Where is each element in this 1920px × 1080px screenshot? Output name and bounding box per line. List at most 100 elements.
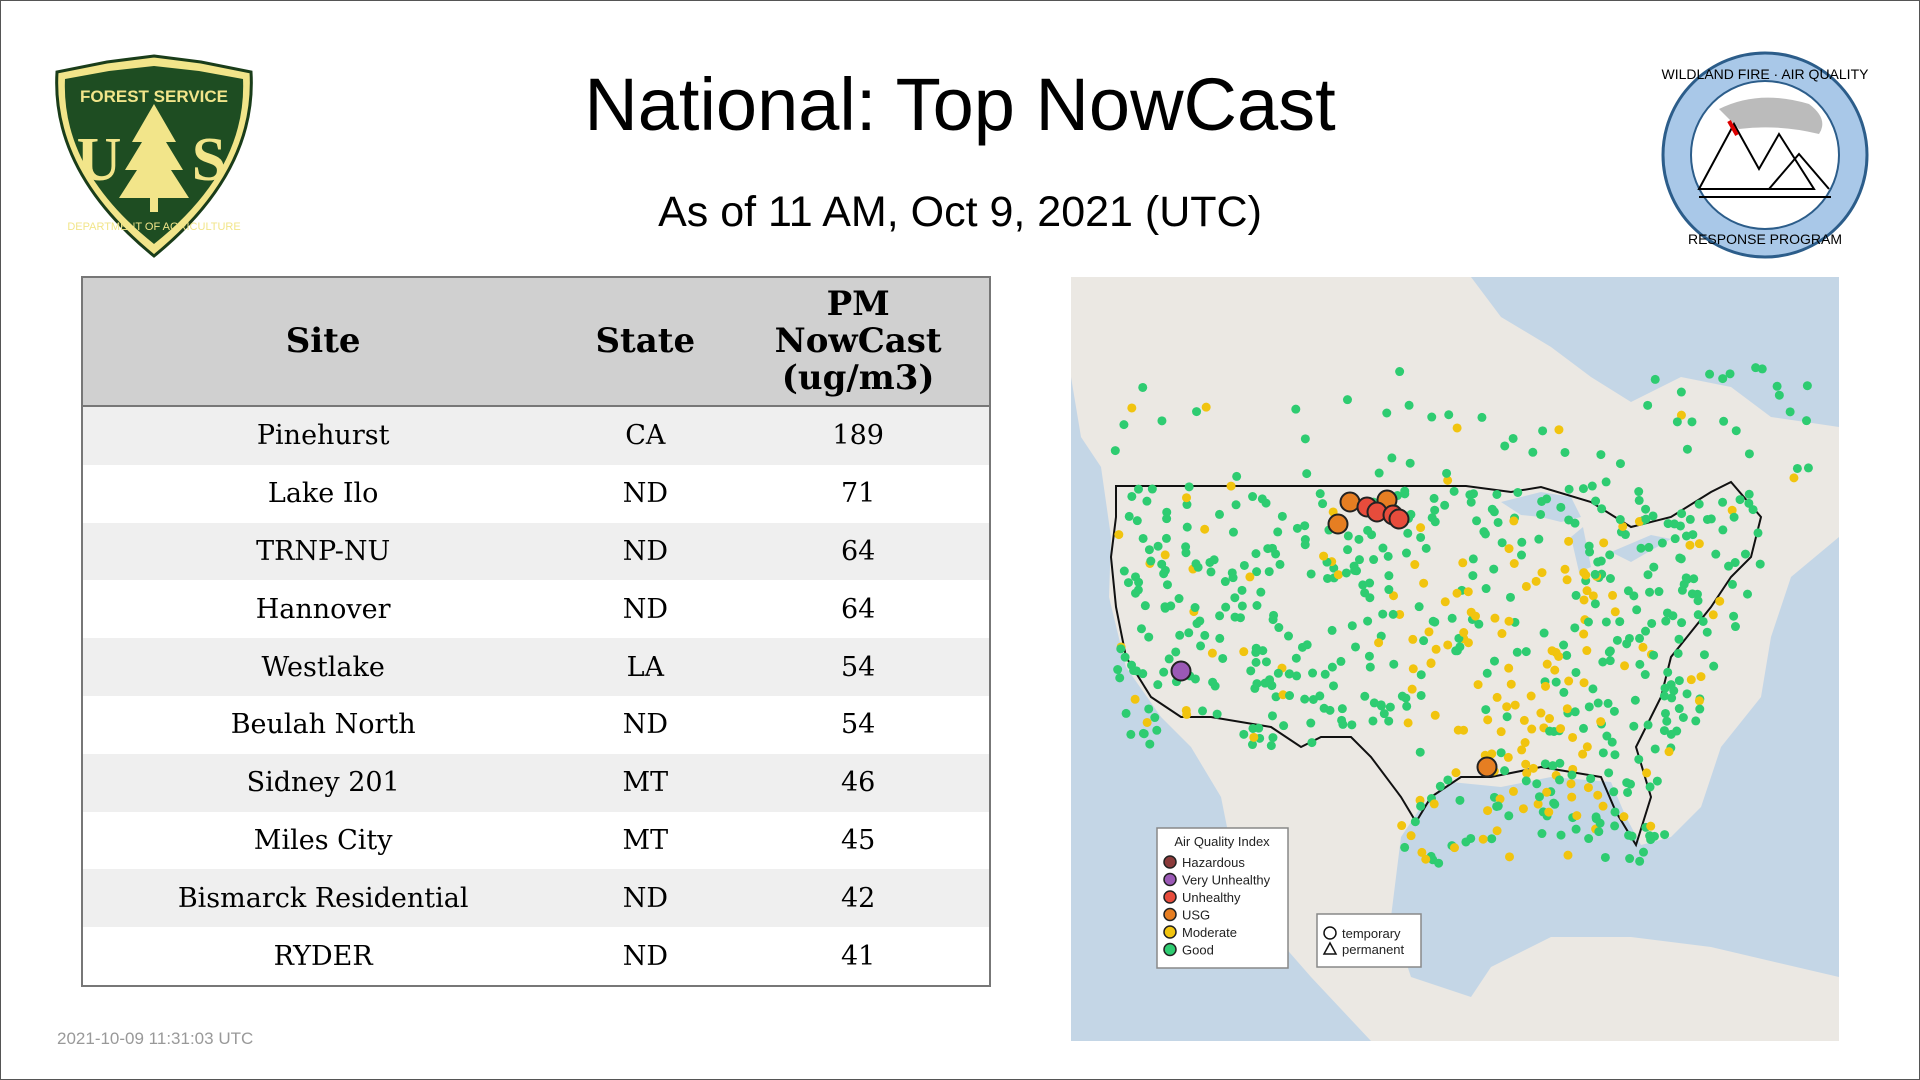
monitor-marker[interactable] [1218, 653, 1228, 663]
monitor-marker[interactable] [1329, 681, 1339, 691]
monitor-marker[interactable] [1136, 624, 1146, 634]
monitor-marker[interactable] [1500, 766, 1510, 776]
monitor-marker[interactable] [1196, 641, 1206, 651]
monitor-marker[interactable] [1500, 441, 1510, 451]
monitor-marker[interactable] [1605, 656, 1615, 666]
monitor-marker[interactable] [1385, 702, 1395, 712]
monitor-marker[interactable] [1578, 749, 1588, 759]
monitor-marker[interactable] [1468, 554, 1478, 564]
monitor-marker[interactable] [1755, 559, 1765, 569]
monitor-marker[interactable] [1593, 557, 1603, 567]
monitor-marker[interactable] [1212, 709, 1222, 719]
monitor-marker[interactable] [1325, 705, 1335, 715]
monitor-marker[interactable] [1596, 717, 1606, 727]
monitor-marker-usg[interactable] [1327, 513, 1349, 535]
monitor-marker[interactable] [1246, 666, 1256, 676]
monitor-marker[interactable] [1434, 858, 1444, 868]
monitor-marker[interactable] [1405, 458, 1415, 468]
monitor-marker[interactable] [1571, 824, 1581, 834]
monitor-marker[interactable] [1200, 524, 1210, 534]
monitor-marker[interactable] [1541, 681, 1551, 691]
monitor-marker[interactable] [1604, 647, 1614, 657]
monitor-marker[interactable] [1300, 534, 1310, 544]
monitor-marker[interactable] [1119, 420, 1129, 430]
monitor-marker[interactable] [1416, 801, 1426, 811]
monitor-marker[interactable] [1635, 856, 1645, 866]
monitor-marker[interactable] [1719, 416, 1729, 426]
monitor-marker[interactable] [1660, 683, 1670, 693]
monitor-marker[interactable] [1699, 650, 1709, 660]
monitor-marker[interactable] [1674, 676, 1684, 686]
monitor-marker[interactable] [1308, 695, 1318, 705]
monitor-marker[interactable] [1597, 504, 1607, 514]
monitor-marker[interactable] [1480, 529, 1490, 539]
monitor-marker[interactable] [1483, 715, 1493, 725]
monitor-marker[interactable] [1374, 638, 1384, 648]
monitor-marker[interactable] [1273, 668, 1283, 678]
monitor-marker[interactable] [1609, 706, 1619, 716]
monitor-marker[interactable] [1730, 622, 1740, 632]
monitor-marker[interactable] [1463, 638, 1473, 648]
monitor-marker[interactable] [1489, 507, 1499, 517]
monitor-marker[interactable] [1318, 499, 1328, 509]
monitor-marker[interactable] [1410, 817, 1420, 827]
monitor-marker[interactable] [1652, 776, 1662, 786]
monitor-marker[interactable] [1509, 516, 1519, 526]
monitor-marker[interactable] [1473, 680, 1483, 690]
monitor-marker[interactable] [1419, 636, 1429, 646]
monitor-marker[interactable] [1369, 698, 1379, 708]
monitor-marker[interactable] [1252, 567, 1262, 577]
monitor-marker[interactable] [1682, 444, 1692, 454]
monitor-marker[interactable] [1264, 567, 1274, 577]
monitor-marker[interactable] [1659, 726, 1669, 736]
monitor-marker[interactable] [1421, 543, 1431, 553]
monitor-marker[interactable] [1547, 646, 1557, 656]
monitor-marker[interactable] [1724, 561, 1734, 571]
monitor-marker[interactable] [1463, 587, 1473, 597]
monitor-marker[interactable] [1252, 679, 1262, 689]
monitor-marker[interactable] [1428, 616, 1438, 626]
monitor-marker[interactable] [1503, 752, 1513, 762]
monitor-marker[interactable] [1554, 651, 1564, 661]
monitor-marker[interactable] [1705, 369, 1715, 379]
monitor-marker[interactable] [1215, 633, 1225, 643]
monitor-marker[interactable] [1402, 701, 1412, 711]
monitor-marker[interactable] [1562, 650, 1572, 660]
monitor-marker[interactable] [1582, 742, 1592, 752]
monitor-marker[interactable] [1416, 523, 1426, 533]
monitor-marker[interactable] [1404, 400, 1414, 410]
monitor-marker[interactable] [1583, 617, 1593, 627]
monitor-marker[interactable] [1410, 560, 1420, 570]
monitor-marker[interactable] [1228, 573, 1238, 583]
monitor-marker[interactable] [1643, 720, 1653, 730]
monitor-marker[interactable] [1478, 834, 1488, 844]
monitor-marker[interactable] [1579, 595, 1589, 605]
monitor-marker[interactable] [1365, 662, 1375, 672]
monitor-marker[interactable] [1662, 608, 1672, 618]
monitor-marker-usg[interactable] [1476, 756, 1498, 778]
monitor-marker[interactable] [1416, 690, 1426, 700]
monitor-marker[interactable] [1251, 647, 1261, 657]
monitor-marker[interactable] [1120, 652, 1130, 662]
monitor-marker[interactable] [1239, 647, 1249, 657]
monitor-marker[interactable] [1201, 402, 1211, 412]
monitor-marker-unhealthy[interactable] [1388, 508, 1410, 530]
monitor-marker[interactable] [1624, 633, 1634, 643]
monitor-marker[interactable] [1382, 408, 1392, 418]
monitor-marker[interactable] [1127, 491, 1137, 501]
monitor-marker[interactable] [1642, 768, 1652, 778]
monitor-marker[interactable] [1506, 679, 1516, 689]
monitor-marker[interactable] [1579, 678, 1589, 688]
monitor-marker[interactable] [1695, 704, 1705, 714]
monitor-marker[interactable] [1594, 827, 1604, 837]
monitor-marker[interactable] [1400, 842, 1410, 852]
monitor-marker[interactable] [1638, 847, 1648, 857]
monitor-marker[interactable] [1610, 750, 1620, 760]
monitor-marker[interactable] [1459, 628, 1469, 638]
monitor-marker[interactable] [1347, 621, 1357, 631]
monitor-marker[interactable] [1126, 729, 1136, 739]
monitor-marker[interactable] [1504, 544, 1514, 554]
monitor-marker[interactable] [1508, 786, 1518, 796]
monitor-marker[interactable] [1536, 509, 1546, 519]
monitor-marker[interactable] [1144, 545, 1154, 555]
